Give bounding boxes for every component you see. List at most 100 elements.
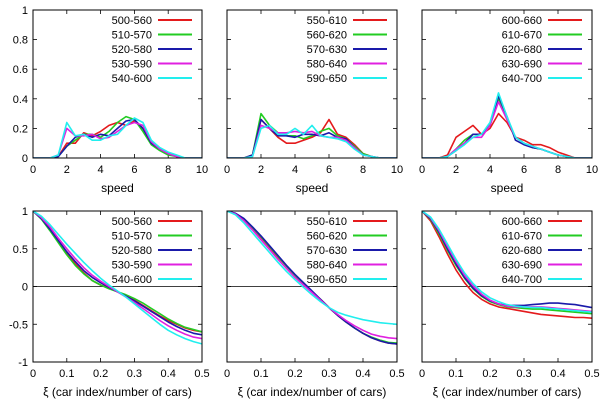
legend-label: 610-670 xyxy=(502,231,542,243)
x-tick-label: 0 xyxy=(419,164,425,176)
x-tick-label: 0.4 xyxy=(161,368,176,380)
series-line-560-620 xyxy=(227,112,397,158)
x-tick-label: 6 xyxy=(131,164,137,176)
x-tick-label: 8 xyxy=(165,164,171,176)
x-axis-label: speed xyxy=(101,181,134,195)
panel-bottom-right: 0 0.1 0.2 0.3 0.4 0.5 600-660 610-670 620-680 630… xyxy=(419,210,600,399)
y-tick-label: 0.6 xyxy=(13,64,28,76)
x-tick-label: 0.2 xyxy=(93,368,108,380)
legend-label: 590-650 xyxy=(307,73,347,85)
plot-frame xyxy=(421,210,593,363)
legend-label: 630-690 xyxy=(502,59,542,71)
series-line-610-670 xyxy=(422,98,592,158)
legend-label: 500-560 xyxy=(112,216,152,228)
x-tick-label: 6 xyxy=(521,164,527,176)
legend-label: 610-670 xyxy=(502,30,542,42)
legend-label: 530-590 xyxy=(112,59,152,71)
y-tick-label: 0 xyxy=(22,282,28,294)
x-axis-label: ξ (car index/number of cars) xyxy=(433,385,582,399)
x-tick-label: 10 xyxy=(196,164,208,176)
series-line-590-650 xyxy=(227,124,397,158)
legend-label: 580-640 xyxy=(307,59,347,71)
legend-label: 600-660 xyxy=(502,216,542,228)
legend-label: 510-570 xyxy=(112,30,152,42)
legend-label: 530-590 xyxy=(112,260,152,272)
x-tick-label: 8 xyxy=(555,164,561,176)
panel-bottom-left: 0 0.1 0.2 0.3 0.4 0.5 -1 -0.5 0 0.5 1 500-560 510-57… xyxy=(9,206,210,399)
panel-top-left: 0 2 4 6 8 10 0 0.2 0.4 0.6 0.8 1 500-560 510-570 520-5… xyxy=(13,5,208,195)
series-line-570-630 xyxy=(227,211,397,345)
series-line-600-660 xyxy=(422,112,592,158)
x-tick-label: 0.5 xyxy=(389,368,404,380)
series-line-540-600 xyxy=(33,117,202,158)
legend-label: 520-580 xyxy=(112,245,152,257)
x-axis-label: speed xyxy=(491,181,524,195)
x-tick-label: 0.4 xyxy=(355,368,370,380)
x-tick-label: 4 xyxy=(487,164,493,176)
legend-label: 510-570 xyxy=(112,231,152,243)
plot-frame xyxy=(32,9,203,159)
x-tick-label: 10 xyxy=(391,164,403,176)
x-axis-label: ξ (car index/number of cars) xyxy=(238,385,387,399)
y-tick-label: 0.5 xyxy=(13,244,28,256)
panel-top-right: 0 2 4 6 8 10 600-660 610-670 620-680 630-690 640-7… xyxy=(419,9,598,195)
x-tick-label: 0.2 xyxy=(287,368,302,380)
x-tick-label: 6 xyxy=(326,164,332,176)
x-tick-label: 0 xyxy=(30,368,36,380)
legend-label: 620-680 xyxy=(502,44,542,56)
legend-label: 520-580 xyxy=(112,44,152,56)
legend-label: 500-560 xyxy=(112,15,152,27)
series-line-620-680 xyxy=(422,95,592,158)
legend-label: 550-610 xyxy=(307,15,347,27)
legend-label: 590-650 xyxy=(307,274,347,286)
legend-label: 550-610 xyxy=(307,216,347,228)
series-line-530-590 xyxy=(33,121,202,158)
x-tick-label: 0.1 xyxy=(253,368,268,380)
panel-top-middle: 0 2 4 6 8 10 550-610 560-620 570-630 580-640 590-6… xyxy=(224,9,403,195)
legend-label: 600-660 xyxy=(502,15,542,27)
x-tick-label: 8 xyxy=(360,164,366,176)
legend-label: 620-680 xyxy=(502,245,542,257)
x-tick-label: 0.1 xyxy=(448,368,463,380)
y-tick-label: 1 xyxy=(22,206,28,218)
x-tick-label: 0 xyxy=(224,164,230,176)
x-tick-label: 4 xyxy=(292,164,298,176)
x-tick-label: 4 xyxy=(98,164,104,176)
x-tick-label: 0 xyxy=(224,368,230,380)
x-tick-label: 0 xyxy=(30,164,36,176)
series-line-580-640 xyxy=(227,211,397,340)
plot-frame xyxy=(226,210,398,363)
series-line-630-690 xyxy=(422,101,592,158)
x-tick-label: 2 xyxy=(258,164,264,176)
x-axis-label: speed xyxy=(296,181,329,195)
plot-frame xyxy=(32,210,203,363)
x-axis-label: ξ (car index/number of cars) xyxy=(43,385,192,399)
series-line-640-700 xyxy=(422,211,592,313)
x-tick-label: 0.2 xyxy=(482,368,497,380)
y-tick-label: 1 xyxy=(22,5,28,17)
y-tick-label: -0.5 xyxy=(9,319,28,331)
legend-label: 630-690 xyxy=(502,260,542,272)
y-tick-label: -1 xyxy=(18,357,28,369)
legend-label: 640-700 xyxy=(502,274,542,286)
x-tick-label: 0.3 xyxy=(321,368,336,380)
plot-frame xyxy=(226,9,398,159)
plot-frame xyxy=(421,9,593,159)
x-tick-label: 0.4 xyxy=(550,368,565,380)
legend-label: 540-600 xyxy=(112,73,152,85)
legend-label: 640-700 xyxy=(502,73,542,85)
series-line-590-650 xyxy=(227,211,397,326)
series-line-540-600 xyxy=(33,211,202,345)
legend-label: 580-640 xyxy=(307,260,347,272)
legend-label: 540-600 xyxy=(112,274,152,286)
x-tick-label: 0.5 xyxy=(584,368,599,380)
panel-bottom-middle: 0 0.1 0.2 0.3 0.4 0.5 550-610 560-620 570-630 580… xyxy=(224,210,405,399)
legend-label: 570-630 xyxy=(307,245,347,257)
x-tick-label: 0 xyxy=(419,368,425,380)
legend-label: 570-630 xyxy=(307,44,347,56)
x-tick-label: 10 xyxy=(586,164,598,176)
y-tick-label: 0.4 xyxy=(13,94,28,106)
x-tick-label: 2 xyxy=(64,164,70,176)
legend-label: 560-620 xyxy=(307,231,347,243)
